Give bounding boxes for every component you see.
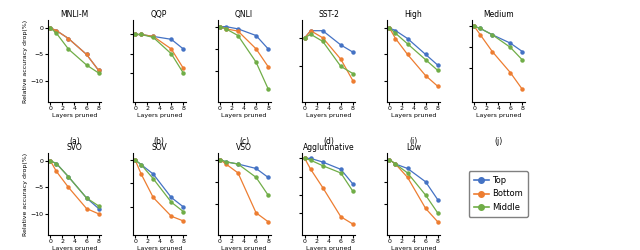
Text: (a): (a) [69, 136, 80, 145]
Title: SVO: SVO [67, 143, 83, 152]
X-axis label: Layers pruned: Layers pruned [136, 246, 182, 250]
Title: SST-2: SST-2 [318, 10, 339, 19]
Text: (c): (c) [239, 136, 249, 145]
X-axis label: Layers pruned: Layers pruned [391, 246, 436, 250]
X-axis label: Layers pruned: Layers pruned [52, 112, 97, 117]
X-axis label: Layers pruned: Layers pruned [221, 112, 267, 117]
Text: (d): (d) [323, 136, 334, 145]
Title: SOV: SOV [152, 143, 167, 152]
X-axis label: Layers pruned: Layers pruned [306, 246, 351, 250]
X-axis label: Layers pruned: Layers pruned [306, 112, 351, 117]
Title: MNLI-M: MNLI-M [60, 10, 88, 19]
Y-axis label: Relative accuracy drop(%): Relative accuracy drop(%) [23, 152, 28, 236]
X-axis label: Layers pruned: Layers pruned [52, 246, 97, 250]
Title: Low: Low [406, 143, 421, 152]
Title: QNLI: QNLI [235, 10, 253, 19]
Legend: Top, Bottom, Middle: Top, Bottom, Middle [468, 171, 528, 217]
Y-axis label: Relative accuracy drop(%): Relative accuracy drop(%) [23, 20, 28, 102]
X-axis label: Layers pruned: Layers pruned [221, 246, 267, 250]
Title: QQP: QQP [151, 10, 168, 19]
Text: (b): (b) [154, 136, 164, 145]
Title: VSO: VSO [236, 143, 252, 152]
X-axis label: Layers pruned: Layers pruned [476, 112, 521, 117]
Text: (j): (j) [494, 136, 502, 145]
Title: Agglutinative: Agglutinative [303, 143, 355, 152]
Title: High: High [404, 10, 422, 19]
Title: Medium: Medium [483, 10, 514, 19]
X-axis label: Layers pruned: Layers pruned [391, 112, 436, 117]
X-axis label: Layers pruned: Layers pruned [136, 112, 182, 117]
Text: (i): (i) [410, 136, 418, 145]
